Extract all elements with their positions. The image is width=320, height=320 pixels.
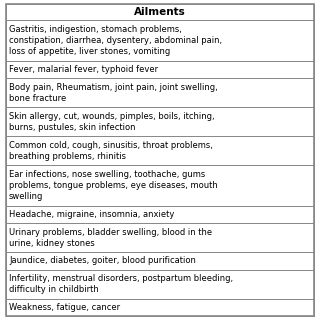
Bar [6, 299, 314, 316]
Bar [6, 165, 314, 206]
Bar [6, 136, 314, 165]
Bar [6, 223, 314, 252]
Text: Gastritis, indigestion, stomach problems,
constipation, diarrhea, dysentery, abd: Gastritis, indigestion, stomach problems… [9, 25, 222, 56]
Bar [6, 252, 314, 270]
Text: Skin allergy, cut, wounds, pimples, boils, itching,
burns, pustules, skin infect: Skin allergy, cut, wounds, pimples, boil… [9, 112, 215, 132]
Bar [6, 4, 314, 20]
Text: Jaundice, diabetes, goiter, blood purification: Jaundice, diabetes, goiter, blood purifi… [9, 256, 196, 265]
Text: Ear infections, nose swelling, toothache, gums
problems, tongue problems, eye di: Ear infections, nose swelling, toothache… [9, 170, 218, 201]
Text: Fever, malarial fever, typhoid fever: Fever, malarial fever, typhoid fever [9, 65, 158, 74]
Text: Infertility, menstrual disorders, postpartum bleeding,
difficulty in childbirth: Infertility, menstrual disorders, postpa… [9, 274, 233, 294]
Text: Weakness, fatigue, cancer: Weakness, fatigue, cancer [9, 303, 120, 312]
Bar [6, 20, 314, 61]
Text: Headache, migraine, insomnia, anxiety: Headache, migraine, insomnia, anxiety [9, 210, 174, 219]
Bar [6, 78, 314, 107]
Bar [6, 270, 314, 299]
Text: Body pain, Rheumatism, joint pain, joint swelling,
bone fracture: Body pain, Rheumatism, joint pain, joint… [9, 83, 218, 103]
Bar [6, 61, 314, 78]
Text: Urinary problems, bladder swelling, blood in the
urine, kidney stones: Urinary problems, bladder swelling, bloo… [9, 228, 212, 248]
Bar [6, 107, 314, 136]
Text: Common cold, cough, sinusitis, throat problems,
breathing problems, rhinitis: Common cold, cough, sinusitis, throat pr… [9, 141, 213, 161]
Bar [6, 206, 314, 223]
Text: Ailments: Ailments [134, 7, 186, 17]
